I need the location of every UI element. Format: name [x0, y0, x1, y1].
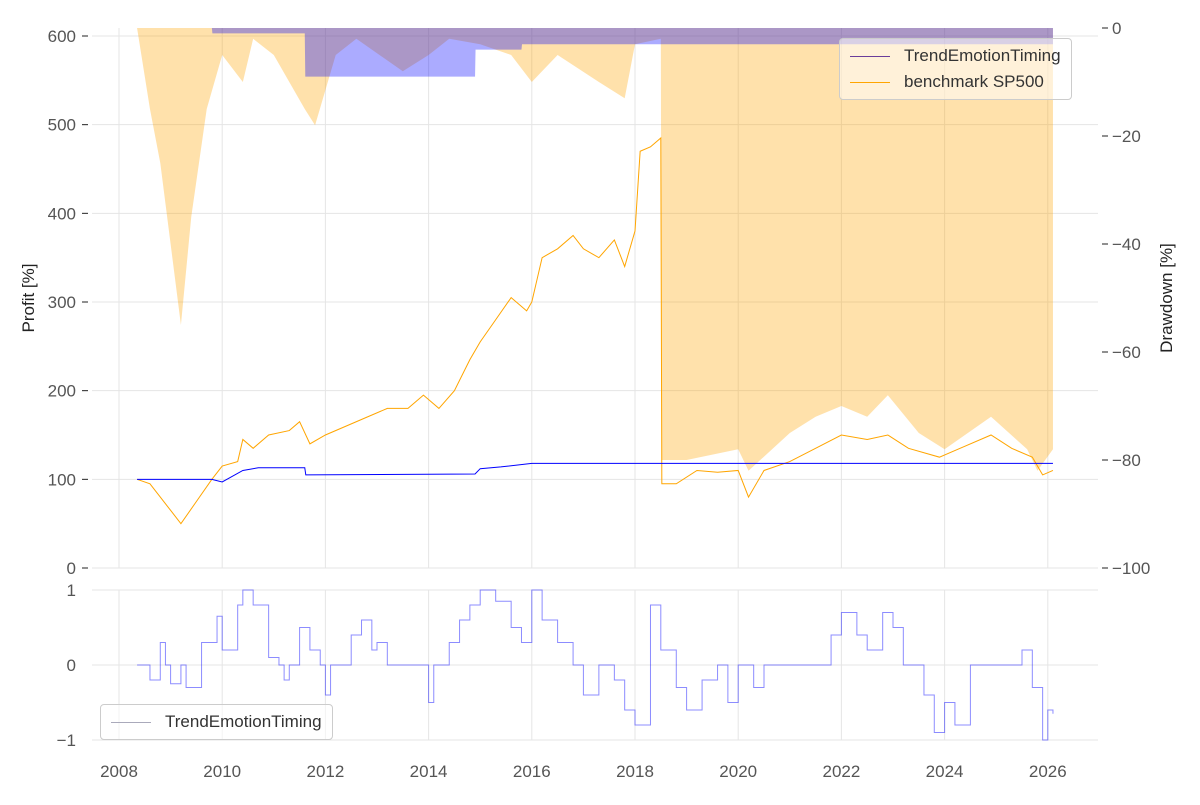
x-tick-label: 2012	[306, 762, 344, 781]
legend-swatch	[111, 721, 151, 723]
x-tick-label: 2018	[616, 762, 654, 781]
bottom-legend: TrendEmotionTiming	[100, 704, 333, 740]
y-tick-label-left: 500	[48, 116, 76, 135]
legend-entry-strategy: TrendEmotionTiming	[850, 43, 1061, 69]
y-tick-label-left: 200	[48, 382, 76, 401]
x-tick-label: 2010	[203, 762, 241, 781]
y-tick-label-bottom: −1	[57, 731, 76, 750]
x-tick-label: 2016	[513, 762, 551, 781]
y-tick-label-right: −20	[1112, 127, 1141, 146]
x-tick-label: 2020	[719, 762, 757, 781]
y-axis-label-right: Drawdown [%]	[1157, 243, 1176, 353]
benchmark-drawdown-area	[137, 28, 1053, 471]
y-tick-label-bottom: 1	[67, 581, 76, 600]
strategy-line	[137, 462, 1053, 483]
legend-label: TrendEmotionTiming	[904, 46, 1061, 65]
y-tick-label-right: −80	[1112, 451, 1141, 470]
y-tick-label-right: −40	[1112, 235, 1141, 254]
y-axis-label-left: Profit [%]	[19, 264, 38, 333]
legend-entry-strategy-signal: TrendEmotionTiming	[111, 709, 322, 735]
legend-swatch	[850, 55, 890, 57]
y-tick-label-left: 600	[48, 27, 76, 46]
y-tick-label-left: 0	[67, 559, 76, 578]
y-tick-label-right: −100	[1112, 559, 1150, 578]
x-tick-label: 2008	[100, 762, 138, 781]
y-tick-label-left: 100	[48, 470, 76, 489]
y-tick-label-left: 300	[48, 293, 76, 312]
legend-label: benchmark SP500	[904, 72, 1044, 91]
y-tick-label-right: 0	[1112, 19, 1121, 38]
y-tick-label-left: 400	[48, 204, 76, 223]
x-tick-label: 2014	[410, 762, 448, 781]
benchmark-line	[136, 136, 1054, 525]
legend-entry-benchmark: benchmark SP500	[850, 69, 1061, 95]
signal-line	[137, 589, 1054, 741]
strategy-drawdown-area	[137, 28, 1053, 77]
y-tick-label-right: −60	[1112, 343, 1141, 362]
legend-swatch	[850, 81, 890, 83]
x-tick-label: 2022	[822, 762, 860, 781]
y-tick-label-bottom: 0	[67, 656, 76, 675]
top-legend: TrendEmotionTiming benchmark SP500	[839, 38, 1072, 100]
legend-label: TrendEmotionTiming	[165, 712, 322, 731]
x-tick-label: 2024	[926, 762, 964, 781]
x-tick-label: 2026	[1029, 762, 1067, 781]
